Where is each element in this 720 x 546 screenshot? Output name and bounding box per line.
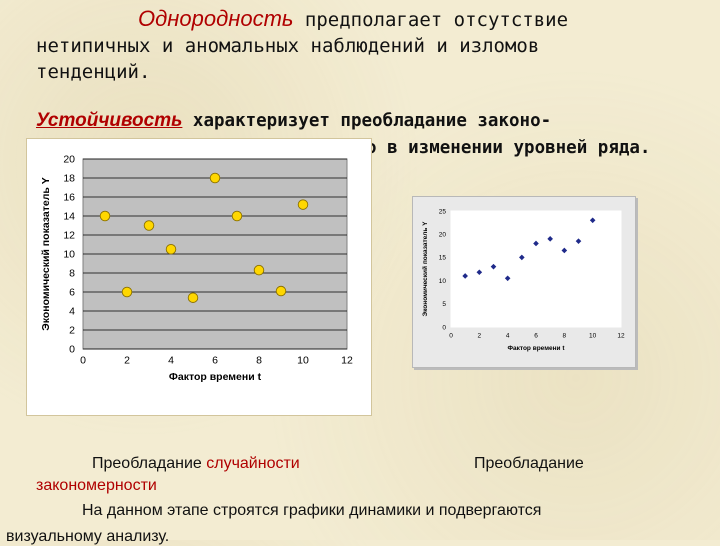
data-point [99, 210, 111, 222]
caption-random: Преобладание случайности [92, 455, 300, 473]
x-tick-label: 10 [589, 333, 597, 340]
data-point [547, 236, 553, 242]
stability-paragraph: Устойчивость характеризует преобладание … [36, 107, 720, 162]
x-tick-label: 0 [449, 333, 453, 340]
data-point [561, 247, 568, 254]
caption-regularity-word: закономерности [36, 477, 157, 494]
trend-scatter-chart: 0 5 10 15 20 25 0 2 4 6 8 10 12 Фактор времени t Эконо… [412, 196, 636, 368]
x-axis-label: Фактор времени t [507, 345, 565, 352]
caption-random-word: случайности [206, 455, 300, 472]
homogeneity-line2: нетипичных и аномальных наблюдений и изл… [36, 35, 540, 57]
x-tick-label: 8 [256, 355, 262, 367]
homogeneity-term: Однородность [138, 6, 294, 31]
homogeneity-line1-rest: предполагает отсутствие [293, 9, 569, 31]
data-point [209, 172, 221, 184]
y-tick-label: 25 [439, 208, 447, 215]
y-tick-label: 10 [63, 249, 75, 261]
y-tick-label: 12 [63, 230, 75, 242]
y-tick-label: 2 [69, 325, 75, 337]
data-point [275, 285, 287, 297]
data-point [253, 264, 265, 276]
x-tick-label: 2 [478, 333, 482, 340]
x-tick-label: 12 [341, 355, 353, 367]
y-tick-label: 0 [69, 344, 75, 356]
caption-random-prefix: Преобладание [92, 455, 207, 472]
homogeneity-line1: Однородность предполагает отсутствие [36, 6, 708, 33]
y-tick-label: 8 [69, 268, 75, 280]
plot-area [450, 210, 622, 328]
x-tick-label: 0 [80, 355, 86, 367]
y-tick-label: 6 [69, 287, 75, 299]
x-tick-label: 4 [506, 333, 510, 340]
stability-line1-rest: характеризует преобладание законо- [182, 111, 552, 131]
x-tick-label: 8 [563, 333, 567, 340]
y-tick-label: 10 [439, 278, 447, 285]
caption-regularity: Преобладание [474, 455, 584, 472]
y-tick-label: 15 [439, 255, 447, 262]
bottom-text-line2: визуальному анализу. [6, 528, 170, 545]
data-point [121, 286, 133, 298]
y-axis-label: Экономический показатель Y [40, 177, 52, 331]
x-axis-label: Фактор времени t [169, 371, 262, 383]
x-tick-label: 6 [534, 333, 538, 340]
data-point [143, 220, 155, 231]
x-tick-label: 6 [212, 355, 218, 367]
random-scatter-chart: 0 2 4 6 8 10 12 14 16 18 20 0 2 4 6 8 10 12 Фактор времени… [26, 138, 372, 416]
trend-scatter-svg: 0 5 10 15 20 25 0 2 4 6 8 10 12 Фактор времени t Эконо… [421, 208, 625, 352]
y-tick-label: 20 [63, 154, 75, 166]
homogeneity-line3: тенденций. [36, 61, 151, 83]
y-tick-label: 5 [442, 301, 446, 308]
stability-line1: Устойчивость характеризует преобладание … [36, 107, 720, 135]
homogeneity-paragraph: Однородность предполагает отсутствие нет… [36, 6, 708, 85]
data-point [165, 243, 177, 255]
y-tick-label: 14 [63, 211, 75, 223]
x-tick-label: 2 [124, 355, 130, 367]
x-tick-label: 12 [617, 333, 625, 340]
random-scatter-svg: 0 2 4 6 8 10 12 14 16 18 20 0 2 4 6 8 10 12 Фактор времени… [40, 154, 353, 383]
y-tick-label: 16 [63, 192, 75, 204]
y-tick-label: 20 [439, 231, 447, 238]
stability-line2: о в изменении уровней ряда. [366, 138, 651, 158]
data-point [519, 254, 525, 261]
y-tick-label: 4 [69, 306, 75, 318]
data-point [187, 292, 199, 303]
y-axis-label: Экономический показатель Y [421, 221, 429, 317]
bottom-text-line1: На данном этапе строятся графики динамик… [82, 502, 542, 519]
data-point [589, 217, 596, 224]
y-tick-label: 18 [63, 173, 75, 185]
stability-term: Устойчивость [36, 110, 183, 131]
data-point [297, 199, 309, 210]
y-tick-label: 0 [442, 324, 446, 331]
x-tick-label: 4 [168, 355, 174, 367]
data-point [231, 210, 243, 222]
x-tick-label: 10 [297, 355, 309, 367]
